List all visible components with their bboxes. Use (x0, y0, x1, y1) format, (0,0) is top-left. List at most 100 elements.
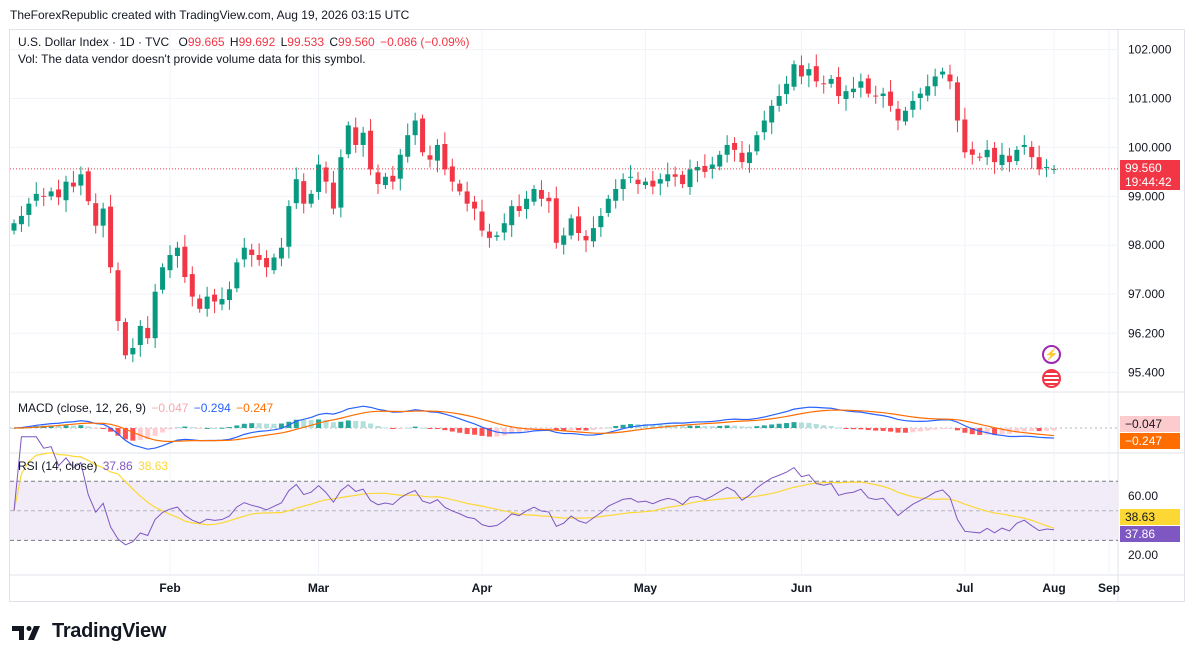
macd-histogram-bar (895, 428, 901, 433)
candle-body (724, 144, 730, 155)
candle-body (226, 289, 232, 301)
macd-histogram-bar (330, 422, 336, 428)
macd-histogram-bar (212, 427, 218, 429)
tradingview-logo[interactable]: TradingView (12, 620, 166, 643)
macd-histogram-bar (115, 428, 121, 436)
candle-body (301, 181, 307, 204)
macd-histogram-bar (100, 428, 106, 429)
candle-body (241, 247, 247, 260)
macd-histogram-bar (1021, 428, 1027, 432)
macd-histogram-bar (479, 428, 485, 436)
candle-body (836, 76, 842, 97)
candle-body (353, 127, 359, 145)
candle-body (917, 93, 923, 98)
price-tick-label: 97.000 (1128, 287, 1165, 301)
us-flag-icon[interactable] (1042, 369, 1061, 388)
macd-histogram-bar (219, 427, 225, 429)
macd-histogram-bar (189, 427, 195, 429)
candle-body (1036, 157, 1042, 170)
macd-signal-tag: −0.247 (1120, 433, 1180, 449)
macd-histogram-bar (739, 426, 745, 428)
macd-histogram-bar (509, 428, 515, 434)
candle-body (769, 105, 775, 123)
candle-body (100, 208, 106, 226)
candle-body (709, 164, 715, 169)
macd-histogram-bar (390, 428, 396, 429)
candle-body (420, 118, 426, 153)
macd-histogram-bar (657, 424, 663, 428)
candle-body (687, 169, 693, 188)
macd-histogram-bar (442, 428, 448, 431)
macd-histogram-bar (717, 425, 723, 428)
macd-histogram-bar (806, 422, 812, 428)
candle-body (56, 189, 62, 198)
price-tick-label: 99.000 (1128, 189, 1165, 203)
candle-body (152, 291, 158, 339)
candle-body (189, 274, 195, 297)
time-tick-label: Mar (308, 581, 330, 595)
macd-histogram-bar (999, 428, 1005, 435)
macd-line-value: −0.294 (193, 401, 231, 415)
macd-histogram-bar (1036, 428, 1042, 432)
price-tick-label: 100.000 (1128, 140, 1172, 154)
macd-histogram-bar (917, 428, 923, 432)
candle-body (249, 249, 255, 256)
candle-body (137, 325, 143, 346)
macd-histogram-bar (910, 428, 916, 433)
candle-body (1044, 166, 1050, 168)
candle-body (561, 235, 567, 245)
candle-body (457, 183, 463, 192)
macd-histogram-bar (137, 428, 143, 440)
candle-body (895, 108, 901, 121)
macd-histogram-bar (152, 428, 158, 437)
candle-body (806, 69, 812, 76)
candle-body (345, 125, 351, 155)
rsi-value-tag: 37.86 (1120, 526, 1180, 542)
macd-histogram-bar (962, 428, 968, 433)
candle-body (717, 154, 723, 167)
candle-body (962, 119, 968, 153)
symbol-label[interactable]: U.S. Dollar Index · 1D · TVC (18, 35, 170, 49)
attribution-header: TheForexRepublic created with TradingVie… (10, 8, 410, 22)
macd-histogram-bar (590, 428, 596, 430)
price-tick-label: 95.400 (1128, 365, 1165, 379)
lightning-icon[interactable]: ⚡ (1042, 345, 1061, 364)
high-value: 99.692 (238, 35, 276, 49)
macd-histogram-bar (865, 428, 871, 431)
candle-body (940, 71, 946, 75)
macd-signal-value: −0.247 (236, 401, 274, 415)
macd-histogram-bar (63, 425, 69, 428)
candle-body (999, 154, 1005, 166)
macd-histogram-bar (174, 426, 180, 428)
candle-body (48, 191, 54, 197)
candle-body (122, 322, 128, 356)
tradingview-logo-icon (12, 625, 40, 640)
macd-histogram-bar (583, 428, 589, 431)
candle-body (925, 86, 931, 96)
rsi-value: 37.86 (102, 459, 133, 473)
candle-body (412, 120, 418, 136)
candle-body (850, 88, 856, 93)
candle-body (732, 143, 738, 150)
candle-body (880, 93, 886, 97)
close-value: 99.560 (338, 35, 375, 49)
candle-body (286, 206, 292, 247)
ohlc-legend: U.S. Dollar Index · 1D · TVC O99.665 H99… (18, 35, 471, 49)
macd-histogram-bar (576, 428, 582, 431)
time-tick-label: May (634, 581, 658, 595)
rsi-tick-label: 20.00 (1128, 548, 1158, 562)
macd-histogram-bar (954, 428, 960, 431)
rsi-label[interactable]: RSI (14, close) (18, 459, 98, 473)
macd-histogram-bar (375, 426, 381, 428)
macd-histogram-bar (769, 424, 775, 428)
time-tick-label: Sep (1098, 581, 1120, 595)
macd-hist-value: −0.047 (151, 401, 189, 415)
candle-body (479, 211, 485, 231)
macd-histogram-bar (813, 424, 819, 428)
candle-body (197, 298, 203, 309)
macd-histogram-bar (48, 425, 54, 428)
candle-body (598, 215, 604, 228)
candle-body (70, 182, 76, 187)
macd-label[interactable]: MACD (close, 12, 26, 9) (18, 401, 147, 415)
